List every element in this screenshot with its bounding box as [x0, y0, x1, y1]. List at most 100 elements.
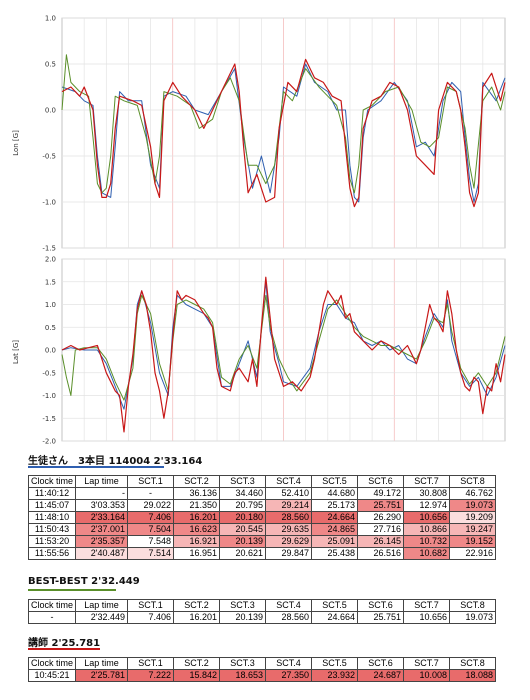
column-header: Clock time — [27, 657, 77, 670]
table-cell: 10.656 — [403, 611, 451, 624]
column-header: Lap time — [75, 599, 129, 612]
best-best-table: Clock time Lap time SCT.1 SCT.2 SCT.3 SCT.4 SC… — [27, 599, 497, 624]
column-header: SCT.5 — [311, 475, 359, 488]
table-cell: 10.866 — [403, 523, 451, 536]
table-cell: 29.214 — [265, 499, 313, 512]
column-header: SCT.2 — [173, 599, 221, 612]
column-header: SCT.4 — [265, 657, 313, 670]
y-tick-label: 2.0 — [45, 256, 56, 264]
table-cell: 16.623 — [173, 523, 221, 536]
table-cell: 21.350 — [173, 499, 221, 512]
student-section-title: 生徒さん 3本目 114004 2'33.164 — [28, 456, 203, 467]
table-cell: 11:50:43 — [27, 523, 77, 536]
column-header: SCT.7 — [403, 475, 451, 488]
lat-grid — [61, 258, 506, 442]
table-cell: 52.410 — [265, 487, 313, 500]
series-line-2 — [61, 54, 506, 194]
column-header: Clock time — [27, 475, 77, 488]
column-header: SCT.1 — [127, 657, 175, 670]
table-cell: 11:40:12 — [27, 487, 77, 500]
table-cell: 25.751 — [357, 611, 405, 624]
y-tick-label: -0.5 — [42, 153, 56, 161]
table-row: 10:45:21 2'25.781 7.222 15.842 18.653 27.350 2… — [27, 669, 497, 682]
table-row: 11:48:10 2'33.164 7.406 16.201 20.180 28.560 2… — [27, 511, 497, 524]
y-tick-label: 0.0 — [45, 347, 56, 355]
column-header: SCT.7 — [403, 657, 451, 670]
table-cell: 7.514 — [127, 547, 175, 560]
table-cell: 16.201 — [173, 511, 221, 524]
table-cell: 3'03.353 — [75, 499, 129, 512]
column-header: SCT.6 — [357, 475, 405, 488]
column-header: SCT.3 — [219, 599, 267, 612]
column-header: SCT.1 — [127, 599, 175, 612]
column-header: SCT.3 — [219, 475, 267, 488]
table-cell: 25.438 — [311, 547, 359, 560]
lon-axis-label: Lon [G] — [12, 130, 20, 156]
table-cell: 22.916 — [449, 547, 497, 560]
table-cell: 10.008 — [403, 669, 451, 682]
lat-tick-labels: 2.0 1.5 1.0 0.5 0.0 -0.5 -1.0 -1.5 -2.0 — [42, 256, 56, 446]
table-cell: 18.653 — [219, 669, 267, 682]
table-cell: 34.460 — [219, 487, 267, 500]
table-cell: 7.406 — [127, 611, 175, 624]
y-tick-label: 1.0 — [45, 15, 56, 23]
column-header: SCT.8 — [449, 599, 497, 612]
table-cell: 10.656 — [403, 511, 451, 524]
table-cell: 20.180 — [219, 511, 267, 524]
table-cell: 7.548 — [127, 535, 175, 548]
lon-tick-labels: 1.0 0.5 0.0 -0.5 -1.0 -1.5 — [42, 15, 56, 253]
lat-chart: 2.0 1.5 1.0 0.5 0.0 -0.5 -1.0 -1.5 -2.0 Lat [G] — [12, 256, 506, 446]
column-header: SCT.3 — [219, 657, 267, 670]
series-line-3 — [61, 276, 506, 433]
table-cell: 10.732 — [403, 535, 451, 548]
y-tick-label: -1.0 — [42, 199, 56, 207]
table-cell: 23.932 — [311, 669, 359, 682]
table-cell: 2'25.781 — [75, 669, 129, 682]
table-cell: 29.022 — [127, 499, 175, 512]
table-cell: 11:48:10 — [27, 511, 77, 524]
table-row: -2'32.449 7.406 16.201 20.139 28.560 24.664 25… — [27, 611, 497, 624]
column-header: Lap time — [75, 475, 129, 488]
table-cell: 24.664 — [311, 511, 359, 524]
table-cell: 44.680 — [311, 487, 359, 500]
table-cell: 20.139 — [219, 611, 267, 624]
instructor-section-underline — [28, 648, 100, 650]
table-cell: 20.545 — [219, 523, 267, 536]
table-header-row: Clock time Lap time SCT.1 SCT.2 SCT.3 SCT.4 SC… — [27, 657, 497, 670]
table-cell: 11:45:07 — [27, 499, 77, 512]
table-cell: 29.629 — [265, 535, 313, 548]
instructor-section-title: 講師 2'25.781 — [28, 638, 101, 649]
y-tick-label: 1.0 — [45, 301, 56, 309]
table-cell: 16.201 — [173, 611, 221, 624]
y-tick-label: -1.5 — [42, 415, 56, 423]
table-cell: 25.173 — [311, 499, 359, 512]
table-cell: 11:53:20 — [27, 535, 77, 548]
table-row: 11:45:07 3'03.353 29.022 21.350 20.795 29.214… — [27, 499, 497, 512]
table-cell: 46.762 — [449, 487, 497, 500]
table-cell: 19.247 — [449, 523, 497, 536]
table-cell: 29.635 — [265, 523, 313, 536]
table-cell: 2'32.449 — [75, 611, 129, 624]
lat-series — [61, 276, 506, 433]
table-cell: 28.560 — [265, 511, 313, 524]
column-header: SCT.2 — [173, 475, 221, 488]
lon-chart: 1.0 0.5 0.0 -0.5 -1.0 -1.5 Lon [G] — [12, 15, 506, 253]
column-header: SCT.2 — [173, 657, 221, 670]
table-header-row: Clock time Lap time SCT.1 SCT.2 SCT.3 SCT.4 SC… — [27, 475, 497, 488]
table-cell: 10:45:21 — [27, 669, 77, 682]
table-row: 11:40:12- -36.136 34.460 52.410 44.680 49.172… — [27, 487, 497, 500]
table-cell: 27.716 — [357, 523, 405, 536]
lat-axis-label: Lat [G] — [12, 340, 20, 364]
table-cell: 2'40.487 — [75, 547, 129, 560]
student-section-underline — [28, 466, 164, 468]
table-cell: 30.808 — [403, 487, 451, 500]
table-cell: 16.951 — [173, 547, 221, 560]
column-header: SCT.8 — [449, 657, 497, 670]
table-cell: - — [127, 487, 175, 500]
best-best-title: BEST-BEST 2'32.449 — [28, 576, 140, 587]
table-row: 11:55:56 2'40.487 7.514 16.951 20.621 29.847 2… — [27, 547, 497, 560]
column-header: SCT.4 — [265, 599, 313, 612]
column-header: SCT.7 — [403, 599, 451, 612]
table-cell: 20.621 — [219, 547, 267, 560]
table-cell: 20.795 — [219, 499, 267, 512]
